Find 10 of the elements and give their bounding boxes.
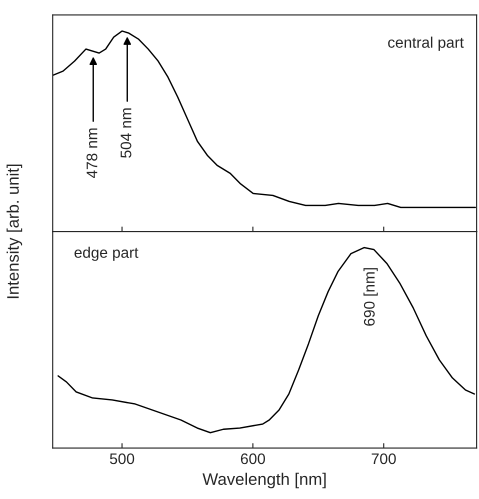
- x-axis-title: Wavelength [nm]: [202, 472, 326, 488]
- x-tick-label: 600: [240, 453, 266, 464]
- x-tick-label: 700: [372, 453, 396, 464]
- x-tick-label: 500: [110, 453, 134, 464]
- y-axis-title: Intensity [arb. unit]: [6, 164, 22, 298]
- annotation: 478 nm: [86, 128, 98, 178]
- annotation: central part: [388, 36, 464, 51]
- annotation: 690 [nm]: [364, 268, 378, 326]
- annotation: 504 nm: [120, 108, 132, 158]
- annotation: edge part: [74, 246, 138, 261]
